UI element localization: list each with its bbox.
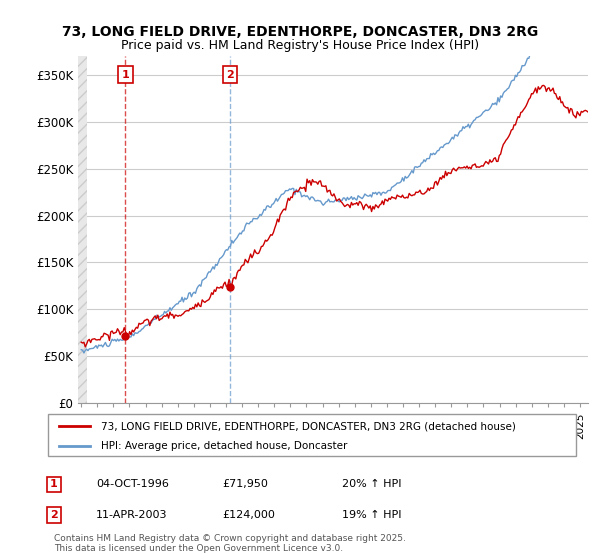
Text: 2: 2 <box>226 70 234 80</box>
Text: 1: 1 <box>50 479 58 489</box>
FancyBboxPatch shape <box>48 414 576 456</box>
Text: 04-OCT-1996: 04-OCT-1996 <box>96 479 169 489</box>
Text: 1: 1 <box>122 70 130 80</box>
Bar <box>78 56 87 403</box>
Text: 73, LONG FIELD DRIVE, EDENTHORPE, DONCASTER, DN3 2RG (detached house): 73, LONG FIELD DRIVE, EDENTHORPE, DONCAS… <box>101 421 515 431</box>
Text: 73, LONG FIELD DRIVE, EDENTHORPE, DONCASTER, DN3 2RG: 73, LONG FIELD DRIVE, EDENTHORPE, DONCAS… <box>62 25 538 39</box>
Text: Contains HM Land Registry data © Crown copyright and database right 2025.
This d: Contains HM Land Registry data © Crown c… <box>54 534 406 553</box>
Text: Price paid vs. HM Land Registry's House Price Index (HPI): Price paid vs. HM Land Registry's House … <box>121 39 479 52</box>
Text: 2: 2 <box>50 510 58 520</box>
Text: 20% ↑ HPI: 20% ↑ HPI <box>342 479 401 489</box>
Text: 11-APR-2003: 11-APR-2003 <box>96 510 167 520</box>
Text: 19% ↑ HPI: 19% ↑ HPI <box>342 510 401 520</box>
Text: £71,950: £71,950 <box>222 479 268 489</box>
Text: £124,000: £124,000 <box>222 510 275 520</box>
Text: HPI: Average price, detached house, Doncaster: HPI: Average price, detached house, Donc… <box>101 441 347 451</box>
